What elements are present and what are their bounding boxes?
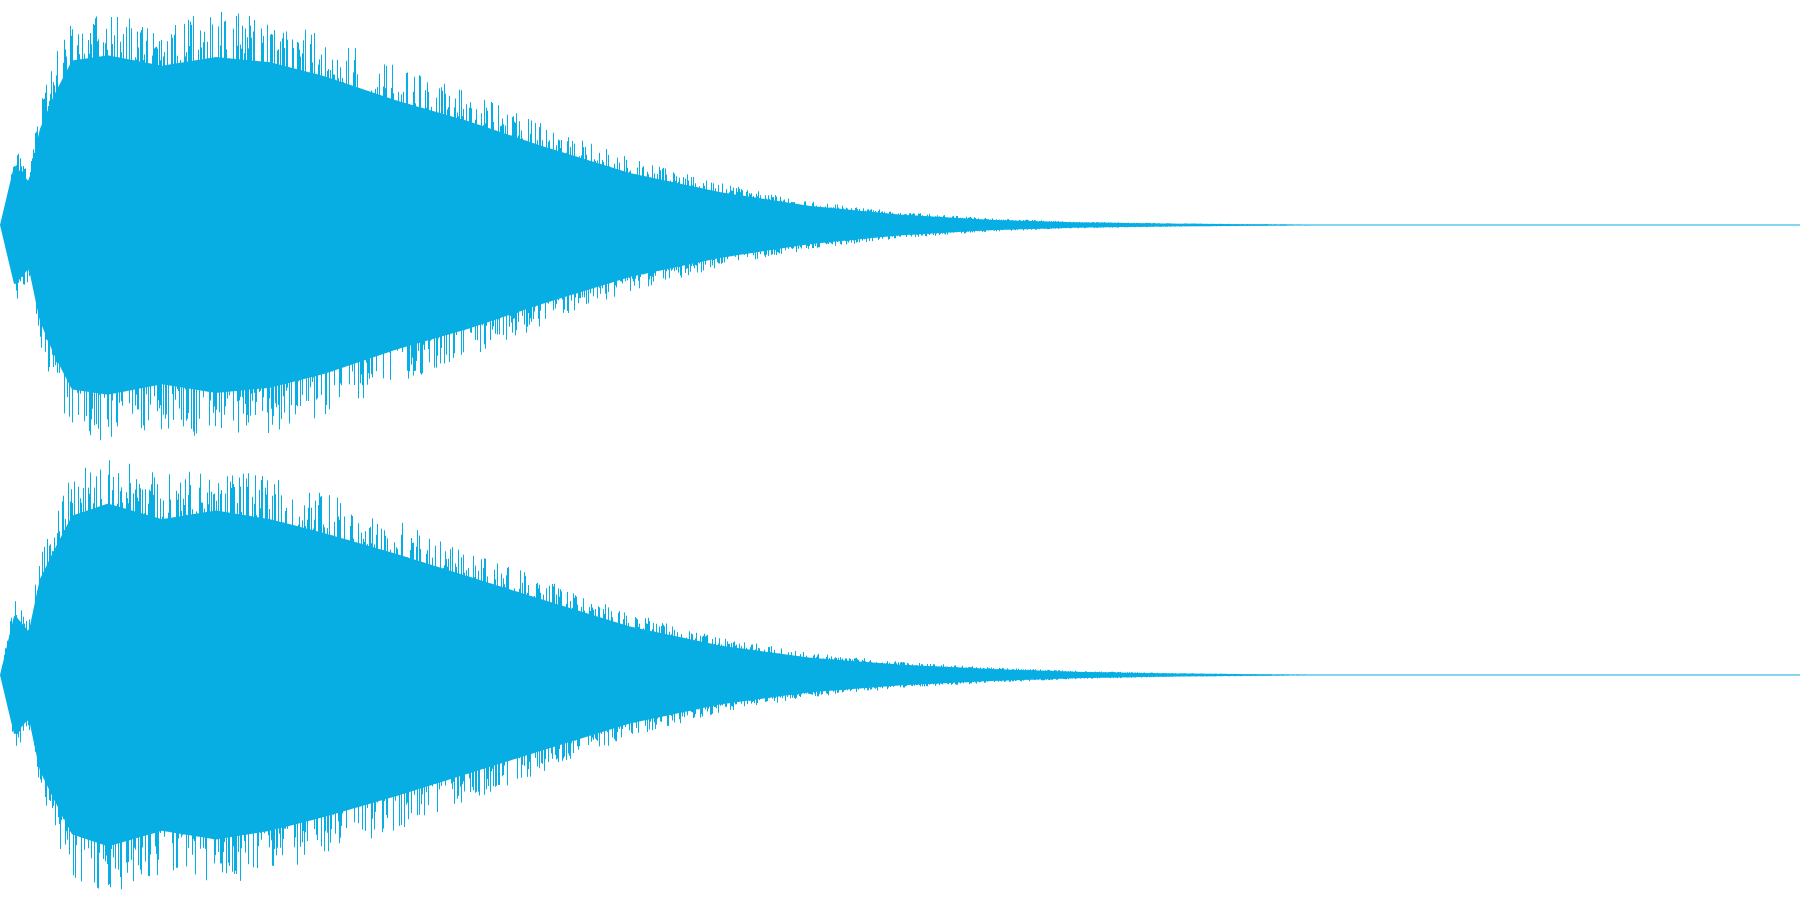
- channel-1-waveform[interactable]: [0, 11, 1800, 441]
- channel-2-waveform[interactable]: [0, 460, 1800, 890]
- channel-waveform-peaks: [1, 460, 1323, 890]
- channel-waveform-peaks: [1, 11, 1323, 441]
